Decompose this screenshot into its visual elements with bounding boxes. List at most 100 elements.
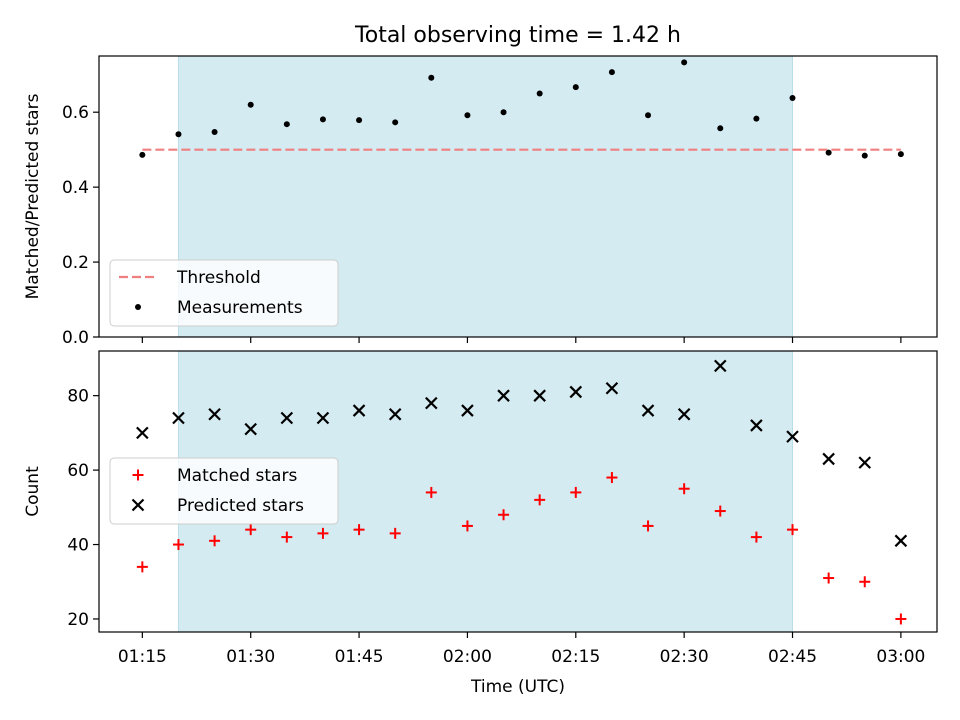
predicted-stars-point <box>136 426 149 440</box>
matched-stars-point <box>714 505 726 517</box>
axes-frame <box>98 55 938 338</box>
legend-label: Threshold <box>176 268 261 288</box>
measurement-point <box>681 59 688 66</box>
matched-stars-point <box>859 576 871 588</box>
matched-stars-point <box>353 524 365 536</box>
measurement-point <box>356 117 363 124</box>
matched-stars-point <box>498 509 510 521</box>
matched-stars-point <box>642 520 654 532</box>
bottom-panel-counts: 20 40 60 80 Count 01:15 01:30 01:45 02:00 02:15 02… <box>23 350 938 697</box>
legend-predicted-swatch <box>131 498 145 512</box>
measurement-point <box>897 151 904 158</box>
x-tick-label: 03:00 <box>876 647 925 667</box>
measurement-point <box>464 112 471 119</box>
legend-box <box>109 457 339 525</box>
predicted-stars-point <box>822 452 835 466</box>
predicted-stars-point <box>750 419 763 432</box>
measurement-point <box>645 112 652 119</box>
measurement-point <box>247 101 254 108</box>
x-tick-label: 01:45 <box>335 647 384 667</box>
y-axis-label: Count <box>23 466 43 517</box>
predicted-stars-point <box>352 404 366 417</box>
matched-stars-point <box>570 486 582 498</box>
predicted-stars-point <box>497 389 510 402</box>
x-axis-label: Time (UTC) <box>470 677 565 697</box>
measurement-point <box>139 151 146 158</box>
predicted-stars-point <box>280 411 294 425</box>
top-panel-ratio: 0.0 0.2 0.4 0.6 Matched/Predicted stars Thres… <box>23 55 938 348</box>
legend-label: Matched stars <box>177 466 297 486</box>
measurement-point <box>717 125 724 132</box>
predicted-stars-point <box>677 407 691 421</box>
matched-stars-point <box>534 494 546 506</box>
legend-box <box>109 259 339 327</box>
y-tick-label: 0.4 <box>62 178 89 198</box>
matched-stars-point <box>172 539 184 551</box>
matched-stars-point <box>425 486 437 498</box>
predicted-stars-point <box>533 389 546 402</box>
measurement-point <box>861 152 868 159</box>
y-tick-label: 20 <box>67 610 89 630</box>
legend-label: Predicted stars <box>177 496 304 516</box>
y-tick-label: 0.0 <box>62 328 89 348</box>
y-tick-label: 60 <box>67 461 89 481</box>
predicted-stars-point <box>569 385 583 399</box>
x-tick-label: 02:00 <box>443 647 492 667</box>
matched-stars-point <box>895 613 907 625</box>
measurement-point <box>283 121 290 128</box>
measurement-point <box>319 116 326 123</box>
matched-stars-point <box>245 524 257 536</box>
legend-measurements-swatch <box>135 304 141 310</box>
y-tick-label: 0.2 <box>62 253 89 273</box>
predicted-stars-point <box>858 456 872 469</box>
y-tick-label: 80 <box>67 387 89 407</box>
measurement-point <box>428 74 435 81</box>
predicted-stars-point <box>894 534 908 548</box>
measurement-point <box>753 115 760 122</box>
predicted-stars-point <box>461 404 474 417</box>
x-tick-label: 01:15 <box>118 647 167 667</box>
predicted-stars-point <box>244 422 257 436</box>
legend-label: Measurements <box>177 298 303 318</box>
legend: Matched stars Predicted stars <box>109 457 339 525</box>
matched-stars-point <box>317 527 329 539</box>
measurement-point <box>789 94 796 101</box>
matched-stars-point <box>750 531 762 543</box>
measurement-point <box>392 119 399 126</box>
matched-stars-point <box>461 520 473 532</box>
matched-stars-point <box>389 527 401 539</box>
measurement-point <box>608 69 615 76</box>
predicted-stars-point <box>172 411 185 425</box>
matched-stars-point <box>281 531 293 543</box>
predicted-stars-point <box>425 396 438 410</box>
legend-matched-swatch <box>132 469 144 481</box>
predicted-stars-point <box>641 404 655 417</box>
measurement-point <box>175 131 182 138</box>
matched-stars-point <box>678 483 690 495</box>
x-tick-label: 02:45 <box>768 647 817 667</box>
y-tick-label: 40 <box>67 536 89 556</box>
predicted-stars-point <box>208 407 221 421</box>
matched-stars-point <box>787 524 799 536</box>
predicted-stars-point <box>786 430 799 443</box>
y-axis-label: Matched/Predicted stars <box>23 93 43 299</box>
predicted-stars-point <box>316 411 330 425</box>
predicted-stars-point <box>388 407 402 421</box>
legend: Threshold Measurements <box>109 259 339 327</box>
measurement-point <box>536 90 543 97</box>
measurement-point <box>211 129 218 136</box>
measurement-point <box>825 149 832 156</box>
matched-stars-point <box>209 535 221 547</box>
x-tick-label: 02:15 <box>551 647 600 667</box>
predicted-stars-point <box>605 381 619 395</box>
x-tick-label: 02:30 <box>660 647 709 667</box>
chart-title: Total observing time = 1.42 h <box>354 23 681 48</box>
axes-frame <box>98 350 938 633</box>
matched-stars-point <box>136 561 148 573</box>
matched-stars-point <box>823 572 835 584</box>
matched-stars-point <box>606 472 618 484</box>
measurement-point <box>572 84 579 91</box>
x-tick-label: 01:30 <box>226 647 275 667</box>
measurement-point <box>500 109 507 116</box>
